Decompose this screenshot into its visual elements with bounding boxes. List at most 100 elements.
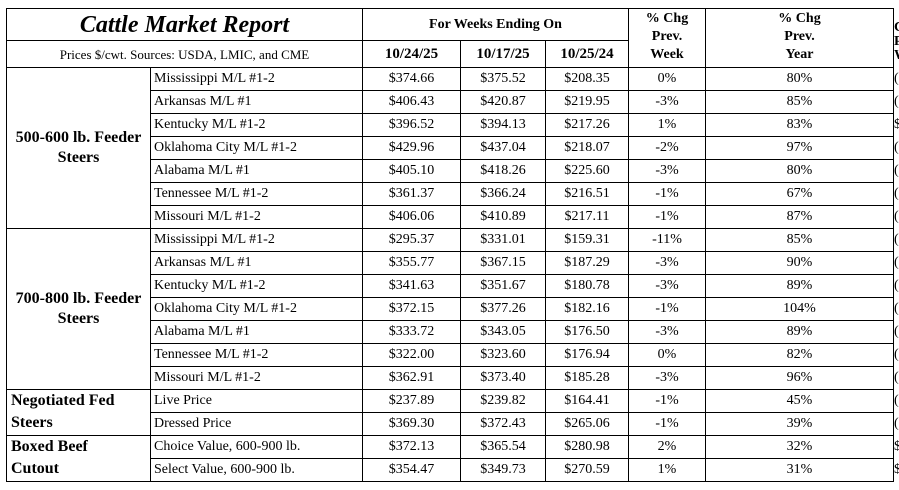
pct-chg-prev-year: 87% [705,205,894,229]
price-week-1: $355.77 [362,251,461,275]
pct-chg-prev-year: 39% [705,412,894,436]
table-row: 700-800 lb. Feeder Steers Mississippi M/L … [6,228,899,390]
header-row-1: Cattle Market Report For Weeks Ending On… [6,8,899,68]
price-week-3: $219.95 [545,90,629,114]
row-label: Missouri M/L #1-2 [150,205,363,229]
price-week-3: $270.59 [545,458,629,482]
pct-chg-prev-year: 85% [705,228,894,252]
price-week-2: $343.05 [460,320,546,344]
table-row: Dressed Price $369.30 $372.43 $265.06 -1% 39%… [7,412,899,436]
price-week-3: $187.29 [545,251,629,275]
table-row: Select Value, 600-900 lb. $354.47 $349.73 $… [7,458,899,482]
row-label: Kentucky M/L #1-2 [150,113,363,137]
price-week-2: $367.15 [460,251,546,275]
pct-chg-prev-week-header: % Chg Prev. Week [628,8,706,68]
row-label: Dressed Price [150,412,363,436]
sources-note: Prices $/cwt. Sources: USDA, LMIC, and C… [6,40,363,68]
pct-chg-prev-week: -1% [628,205,706,229]
row-label: Arkansas M/L #1 [150,251,363,275]
pct-chg-prev-week: -1% [628,412,706,436]
price-week-2: $239.82 [460,389,546,413]
pct-chg-prev-year: 104% [705,297,894,321]
price-week-3: $180.78 [545,274,629,298]
pct-chg-prev-week: -1% [628,389,706,413]
row-label: Alabama M/L #1 [150,320,363,344]
price-week-3: $182.16 [545,297,629,321]
date-header-2: 10/17/25 [460,40,546,68]
pct-chg-prev-week: -3% [628,274,706,298]
pct-chg-prev-week: -3% [628,320,706,344]
price-week-1: $361.37 [362,182,461,206]
table-row: Oklahoma City M/L #1-2 $372.15 $377.26 $182… [7,297,899,321]
pct-chg-prev-week: -3% [628,90,706,114]
price-week-3: $176.94 [545,343,629,367]
price-week-3: $280.98 [545,435,629,459]
pct-chg-prev-year: 96% [705,366,894,390]
price-week-2: $349.73 [460,458,546,482]
price-week-2: $323.60 [460,343,546,367]
price-week-3: $176.50 [545,320,629,344]
table-row: Arkansas M/L #1 $406.43 $420.87 $219.95 -3% 8… [7,90,899,114]
pct-chg-prev-week: -1% [628,182,706,206]
table-row: Arkansas M/L #1 $355.77 $367.15 $187.29 -3% 9… [7,251,899,275]
row-label: Live Price [150,389,363,413]
row-label: Mississippi M/L #1-2 [150,67,363,91]
pct-chg-prev-year: 97% [705,136,894,160]
pct-chg-prev-week: 1% [628,113,706,137]
pct-chg-prev-week: -1% [628,297,706,321]
table-row: Oklahoma City M/L #1-2 $429.96 $437.04 $218… [7,136,899,160]
group-label: 700-800 lb. Feeder Steers [6,228,151,390]
price-week-2: $372.43 [460,412,546,436]
price-week-2: $437.04 [460,136,546,160]
price-week-1: $322.00 [362,343,461,367]
price-week-2: $410.89 [460,205,546,229]
date-header-1: 10/24/25 [362,40,461,68]
row-label: Mississippi M/L #1-2 [150,228,363,252]
table-row: Boxed Beef Cutout Choice Value, 600-900 lb… [6,435,899,482]
pct-chg-prev-week: -3% [628,251,706,275]
price-week-2: $394.13 [460,113,546,137]
price-week-1: $369.30 [362,412,461,436]
pct-chg-prev-year: 90% [705,251,894,275]
price-week-2: $366.24 [460,182,546,206]
table-row: Missouri M/L #1-2 $362.91 $373.40 $185.28 -3… [7,366,899,390]
report-title: Cattle Market Report [6,8,363,41]
price-week-3: $217.26 [545,113,629,137]
price-week-1: $406.06 [362,205,461,229]
price-week-1: $333.72 [362,320,461,344]
pct-chg-prev-year: 85% [705,90,894,114]
pct-chg-prev-year: 67% [705,182,894,206]
price-week-3: $185.28 [545,366,629,390]
price-week-2: $351.67 [460,274,546,298]
price-week-2: $373.40 [460,366,546,390]
pct-chg-prev-week: 2% [628,435,706,459]
pct-chg-prev-year: 83% [705,113,894,137]
pct-chg-prev-week: 1% [628,458,706,482]
row-label: Tennessee M/L #1-2 [150,182,363,206]
row-label: Arkansas M/L #1 [150,90,363,114]
group-label: 500-600 lb. Feeder Steers [6,67,151,229]
price-week-3: $208.35 [545,67,629,91]
price-week-1: $372.13 [362,435,461,459]
price-week-2: $420.87 [460,90,546,114]
price-week-2: $377.26 [460,297,546,321]
row-label: Oklahoma City M/L #1-2 [150,297,363,321]
price-week-1: $237.89 [362,389,461,413]
price-week-2: $375.52 [460,67,546,91]
pct-chg-prev-year: 80% [705,67,894,91]
price-week-3: $164.41 [545,389,629,413]
price-week-3: $218.07 [545,136,629,160]
price-week-3: $265.06 [545,412,629,436]
date-header-3: 10/25/24 [545,40,629,68]
pct-chg-prev-year: 45% [705,389,894,413]
price-week-1: $372.15 [362,297,461,321]
row-label: Choice Value, 600-900 lb. [150,435,363,459]
price-week-2: $331.01 [460,228,546,252]
pct-chg-prev-year: 82% [705,343,894,367]
row-label: Alabama M/L #1 [150,159,363,183]
weeks-ending-header: For Weeks Ending On [362,8,629,41]
pct-chg-prev-week: -2% [628,136,706,160]
price-week-1: $362.91 [362,366,461,390]
pct-chg-prev-year: 31% [705,458,894,482]
price-week-1: $374.66 [362,67,461,91]
